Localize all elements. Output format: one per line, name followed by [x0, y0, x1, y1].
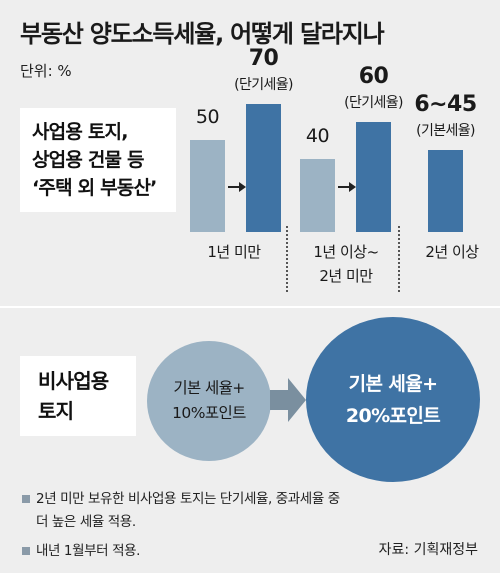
new-rate-line-1: 기본 세율+ — [348, 372, 438, 395]
category-label-line-1: 1년 미만 — [207, 243, 261, 261]
bar-value-label: 6∼45 — [414, 92, 477, 117]
bar-value-label: 50 — [195, 106, 220, 128]
category-label: 1년 미만 — [179, 240, 289, 264]
note-1-continued: 더 높은 세율 적용. — [36, 510, 136, 530]
note-1-line-1: 2년 미만 보유한 비사업용 토지는 단기세율, 중과세율 중 — [36, 491, 340, 507]
change-arrow-icon — [270, 378, 306, 422]
current-rate-circle: 기본 세율+ 10%포인트 — [147, 341, 271, 461]
bar-value-label: 40 — [305, 125, 330, 147]
unit-label: 단위: % — [20, 62, 72, 80]
non-business-land-line-1: 비사업용 — [38, 369, 109, 393]
bar-value-label: 60 — [358, 64, 389, 89]
property-type-label: 사업용 토지, 상업용 건물 등 ‘주택 외 부동산’ — [20, 108, 176, 212]
page-title: 부동산 양도소득세율, 어떻게 달라지나 — [20, 20, 385, 48]
bullet-square-icon — [22, 495, 30, 503]
new-rate-circle: 기본 세율+ 20%포인트 — [306, 317, 480, 482]
note-1: 2년 미만 보유한 비사업용 토지는 단기세율, 중과세율 중 — [22, 487, 340, 507]
new-rate-line-2: 20%포인트 — [345, 404, 441, 427]
property-type-line-3: ‘주택 외 부동산’ — [32, 177, 157, 199]
non-business-land-line-2: 토지 — [38, 399, 74, 423]
bar-sublabel: (단기세율) — [234, 77, 293, 93]
category-label-line-2: 2년 미만 — [319, 267, 373, 285]
category-label: 2년 이상 — [397, 240, 500, 264]
group-separator — [398, 226, 400, 292]
group-separator — [286, 226, 288, 292]
bar-new-1 — [356, 122, 391, 232]
property-type-line-2: 상업용 건물 등 — [32, 149, 145, 171]
source-credit: 자료: 기획재정부 — [378, 542, 478, 558]
category-label-line-1: 1년 이상~ — [313, 243, 379, 261]
bar-current-0 — [190, 140, 225, 232]
bar-current-1 — [300, 159, 335, 232]
arrow-shaft-icon — [338, 186, 350, 188]
category-label: 1년 이상~ 2년 미만 — [291, 240, 401, 288]
bar-sublabel: (기본세율) — [416, 123, 475, 139]
bullet-square-icon — [22, 547, 30, 555]
bar-value-label: 70 — [248, 46, 279, 71]
note-1-line-2: 더 높은 세율 적용. — [36, 514, 136, 530]
arrow-head-icon — [349, 182, 356, 192]
arrow-head-icon — [239, 182, 246, 192]
bar-sublabel: (단기세율) — [344, 95, 403, 111]
non-business-land-label: 비사업용 토지 — [20, 356, 136, 436]
note-2-line-1: 내년 1월부터 적용. — [36, 543, 141, 559]
bar-new-0 — [246, 104, 281, 232]
section-divider — [0, 306, 500, 308]
current-rate-line-1: 기본 세율+ — [173, 379, 245, 397]
arrow-shaft-icon — [228, 186, 240, 188]
property-type-line-1: 사업용 토지, — [32, 121, 128, 143]
note-2: 내년 1월부터 적용. — [22, 539, 140, 559]
current-rate-line-2: 10%포인트 — [172, 404, 246, 422]
category-label-line-1: 2년 이상 — [425, 243, 479, 261]
bar-new-2 — [428, 150, 463, 232]
